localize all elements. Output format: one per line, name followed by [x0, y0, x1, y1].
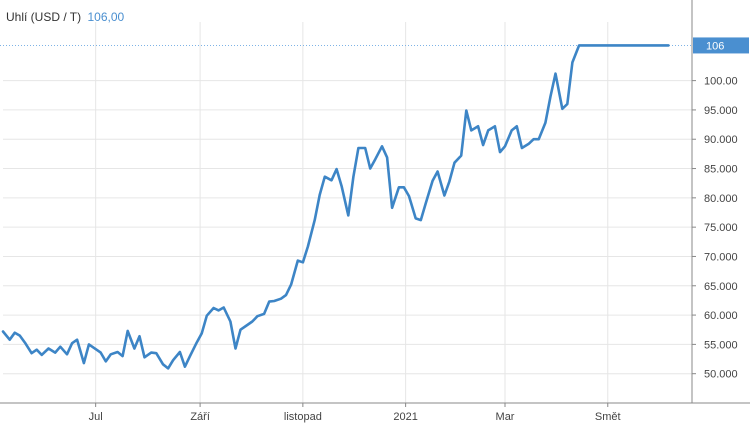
- last-value-badge: 106: [693, 37, 749, 54]
- y-tick-label: 90.000: [704, 134, 738, 146]
- y-tick-label: 80.000: [704, 193, 738, 205]
- chart-series: [1, 44, 670, 370]
- x-tick-label: Smět: [595, 411, 621, 423]
- series-line: [1, 44, 670, 370]
- x-tick-label: Mar: [496, 411, 515, 423]
- chart-legend: Uhlí (USD / T) 106,00: [6, 10, 124, 24]
- badge-background: [693, 37, 749, 54]
- y-axis-ticks: 100.00 95.000 90.000 85.000 80.000 75.000 70.0…: [692, 76, 738, 381]
- legend-series-name: Uhlí (USD / T): [6, 10, 82, 24]
- x-tick-label: Jul: [89, 411, 103, 423]
- badge-label: 106: [706, 40, 724, 52]
- x-tick-label: 2021: [393, 411, 417, 423]
- x-tick-label: Září: [190, 411, 210, 423]
- x-tick-label: listopad: [284, 411, 322, 423]
- x-axis-ticks: Jul Září listopad 2021 Mar Smět: [89, 403, 621, 423]
- y-tick-label: 60.000: [704, 310, 738, 322]
- y-tick-label: 85.000: [704, 164, 738, 176]
- chart-grid: [3, 22, 692, 403]
- y-tick-label: 65.000: [704, 281, 738, 293]
- y-tick-label: 55.000: [704, 339, 738, 351]
- y-tick-label: 100.00: [704, 76, 738, 88]
- chart-axes: [0, 0, 750, 404]
- y-tick-label: 50.000: [704, 369, 738, 381]
- y-tick-label: 70.000: [704, 251, 738, 263]
- legend-current-value: 106,00: [87, 10, 125, 24]
- y-tick-label: 75.000: [704, 222, 738, 234]
- y-tick-label: 95.000: [704, 105, 738, 117]
